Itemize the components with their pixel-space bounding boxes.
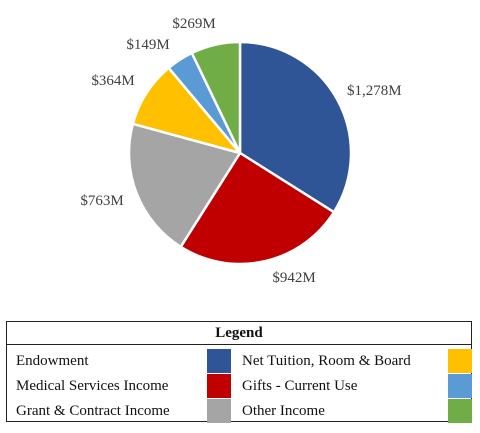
legend-swatch-grant-contract <box>207 399 231 423</box>
legend-label-other-income: Other Income <box>242 403 325 419</box>
data-label-endowment: $1,278M <box>347 83 402 99</box>
pie-slice-other-income <box>190 40 242 155</box>
legend-swatch-gifts-current-use <box>448 374 472 398</box>
pie-slice-medical-services <box>179 151 336 266</box>
legend-label-gifts-current-use: Gifts - Current Use <box>242 378 358 394</box>
legend-swatch-medical-services <box>207 374 231 398</box>
legend-label-endowment: Endowment <box>16 353 89 369</box>
legend-label-medical-services: Medical Services Income <box>16 378 169 394</box>
data-label-net-tuition: $364M <box>91 73 134 89</box>
legend-label-grant-contract: Grant & Contract Income <box>16 403 170 419</box>
legend-swatch-endowment <box>207 349 231 373</box>
legend: Legend Endowment Medical Services Income… <box>6 321 472 423</box>
legend-label-net-tuition: Net Tuition, Room & Board <box>242 353 411 369</box>
data-label-grant-contract: $763M <box>80 193 123 209</box>
pie-chart: $1,278M $942M $763M $364M $149M$269M <box>80 16 402 286</box>
data-label-other-income: $269M <box>172 16 215 32</box>
legend-swatch-other-income <box>448 399 472 423</box>
pie-slice-grant-contract <box>127 122 242 249</box>
data-label-medical-services: $942M <box>272 270 315 286</box>
legend-swatch-net-tuition <box>448 349 472 373</box>
legend-title: Legend <box>7 322 471 345</box>
data-label-gifts-current-use: $149M <box>126 37 169 53</box>
